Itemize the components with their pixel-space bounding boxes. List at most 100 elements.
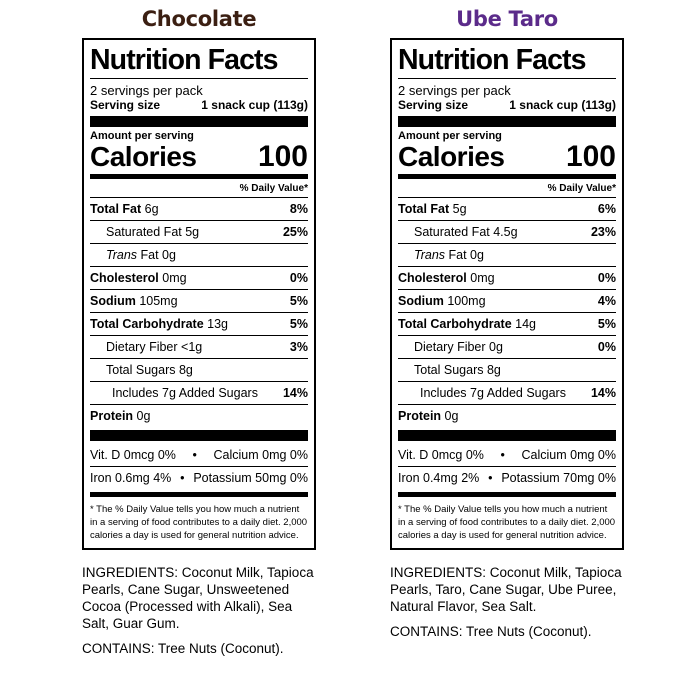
calories-label: Calories [398,141,505,172]
total-fat-label: Total Fat [398,202,450,216]
vitamin-row-2: Iron 0.4mg 2% • Potassium 70mg 0% [398,467,616,489]
calories-row: Calories 100 [398,140,616,173]
total-sugars-text: Total Sugars 8g [414,363,501,377]
total-fat-row: Total Fat 6g 8% [90,198,308,221]
ingredients-text: INGREDIENTS: Coconut Milk, Tapioca Pearl… [390,565,622,614]
sodium-amount: 100mg [443,294,486,308]
total-carb-amount: 13g [203,317,229,331]
bullet: • [180,471,185,485]
total-carb-label: Total Carbohydrate [90,317,204,331]
calories-row: Calories 100 [90,140,308,173]
sodium-pct: 5% [289,294,308,308]
added-sugars-pct: 14% [590,386,616,400]
serving-size-value: 1 snack cup (113g) [201,98,308,112]
trans-fat-label: Trans [106,248,138,262]
protein-row: Protein 0g [398,405,616,427]
trans-fat-amount: Fat 0g [137,248,176,262]
saturated-fat-pct: 23% [590,225,616,239]
cholesterol-amount: 0mg [466,271,495,285]
nutrition-facts-heading: Nutrition Facts [90,44,308,79]
bullet: • [500,448,505,462]
total-carb-row: Total Carbohydrate 13g 5% [90,313,308,336]
dietary-fiber-pct: 0% [597,340,616,354]
saturated-fat-row: Saturated Fat 5g 25% [90,221,308,244]
added-sugars-text: Includes 7g Added Sugars [420,386,566,400]
trans-fat-row: Trans Fat 0g [398,244,616,267]
thick-divider [90,430,308,441]
total-carb-row: Total Carbohydrate 14g 5% [398,313,616,336]
iron: Iron 0.6mg 4% [90,471,172,485]
trans-fat-row: Trans Fat 0g [90,244,308,267]
contains-text: CONTAINS: Tree Nuts (Coconut). [390,624,592,639]
dietary-fiber-row: Dietary Fiber 0g 0% [398,336,616,359]
iron: Iron 0.4mg 2% [398,471,480,485]
saturated-fat-row: Saturated Fat 4.5g 23% [398,221,616,244]
sodium-label: Sodium [90,294,136,308]
cholesterol-pct: 0% [289,271,308,285]
calories-label: Calories [90,141,197,172]
daily-value-header: % Daily Value* [90,181,308,198]
sodium-row: Sodium 105mg 5% [90,290,308,313]
sodium-label: Sodium [398,294,444,308]
sodium-pct: 4% [597,294,616,308]
bullet: • [488,471,493,485]
total-fat-pct: 8% [289,202,308,216]
serving-size-value: 1 snack cup (113g) [509,98,616,112]
calcium: Calcium 0mg 0% [521,448,616,462]
total-fat-amount: 6g [141,202,159,216]
added-sugars-text: Includes 7g Added Sugars [112,386,258,400]
servings-per-pack: 2 servings per pack [90,83,203,98]
cholesterol-pct: 0% [597,271,616,285]
dietary-fiber-text: Dietary Fiber 0g [414,340,503,354]
servings-per-pack: 2 servings per pack [398,83,511,98]
bullet: • [192,448,197,462]
trans-fat-label: Trans [414,248,446,262]
trans-fat-amount: Fat 0g [445,248,484,262]
thick-divider [398,430,616,441]
added-sugars-row: Includes 7g Added Sugars 14% [398,382,616,405]
sodium-amount: 105mg [135,294,178,308]
daily-value-header: % Daily Value* [398,181,616,198]
thick-divider [90,116,308,127]
total-carb-label: Total Carbohydrate [398,317,512,331]
nutrition-facts-label: Nutrition Facts 2 servings per pack Serv… [390,38,624,550]
potassium: Potassium 70mg 0% [501,471,616,485]
serving-size-label: Serving size [90,98,161,112]
calcium: Calcium 0mg 0% [213,448,308,462]
total-fat-label: Total Fat [90,202,142,216]
vitamin-row-1: Vit. D 0mcg 0% • Calcium 0mg 0% [398,444,616,467]
total-carb-pct: 5% [597,317,616,331]
saturated-fat-text: Saturated Fat 4.5g [414,225,518,239]
vitamin-d: Vit. D 0mcg 0% [398,448,484,462]
saturated-fat-pct: 25% [282,225,308,239]
total-fat-amount: 5g [449,202,467,216]
medium-divider [398,492,616,497]
medium-divider [398,174,616,179]
dietary-fiber-text: Dietary Fiber <1g [106,340,203,354]
thick-divider [398,116,616,127]
saturated-fat-text: Saturated Fat 5g [106,225,200,239]
dietary-fiber-row: Dietary Fiber <1g 3% [90,336,308,359]
medium-divider [90,174,308,179]
product-title: Ube Taro [456,7,558,31]
nutrition-facts-label: Nutrition Facts 2 servings per pack Serv… [82,38,316,550]
potassium: Potassium 50mg 0% [193,471,308,485]
calories-value: 100 [257,140,308,173]
total-sugars-text: Total Sugars 8g [106,363,193,377]
added-sugars-row: Includes 7g Added Sugars 14% [90,382,308,405]
total-fat-row: Total Fat 5g 6% [398,198,616,221]
cholesterol-label: Cholesterol [90,271,159,285]
serving-size-row: Serving size 1 snack cup (113g) [398,98,616,113]
total-sugars-row: Total Sugars 8g [398,359,616,382]
amount-per-serving: Amount per serving [398,130,502,142]
calories-value: 100 [565,140,616,173]
total-sugars-row: Total Sugars 8g [90,359,308,382]
amount-per-serving: Amount per serving [90,130,194,142]
added-sugars-pct: 14% [282,386,308,400]
cholesterol-amount: 0mg [158,271,187,285]
protein-label: Protein [398,409,442,423]
vitamin-row-1: Vit. D 0mcg 0% • Calcium 0mg 0% [90,444,308,467]
protein-label: Protein [90,409,134,423]
nutrition-facts-heading: Nutrition Facts [398,44,616,79]
cholesterol-row: Cholesterol 0mg 0% [90,267,308,290]
